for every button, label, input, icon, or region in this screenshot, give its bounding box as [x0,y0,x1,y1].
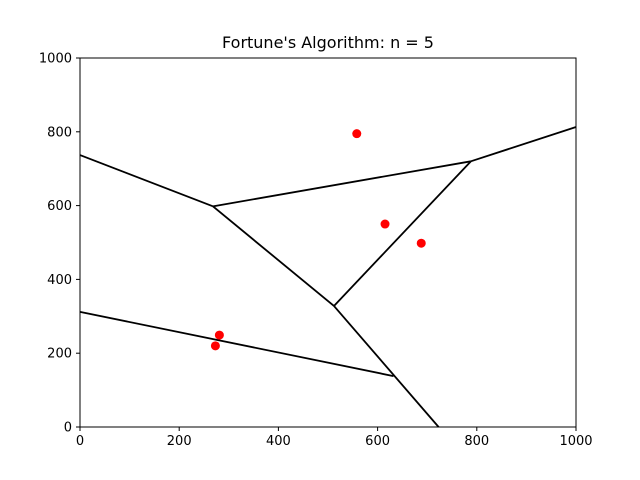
voronoi-edge-4 [333,160,472,307]
x-tick-label-2: 400 [266,434,291,449]
x-tick-label-0: 0 [76,434,84,449]
voronoi-edge-1 [212,160,472,208]
voronoi-edge-0 [79,154,214,208]
plot-frame [79,57,577,428]
y-tick-label-5: 1000 [39,52,72,67]
y-tick-label-2: 400 [47,273,72,288]
voronoi-edge-6 [79,310,394,377]
points-layer [210,129,426,351]
site-point-3 [214,330,224,340]
x-tick-label-5: 1000 [559,434,592,449]
y-tick-label-0: 0 [64,421,72,436]
site-point-1 [380,219,390,229]
site-point-0 [352,129,362,139]
site-point-2 [416,238,426,248]
voronoi-edge-3 [212,205,335,307]
y-tick-label-1: 200 [47,347,72,362]
y-tick-label-4: 800 [47,125,72,140]
voronoi-edge-2 [470,126,577,163]
x-tick-label-3: 600 [365,434,390,449]
site-point-4 [210,341,220,351]
y-tick-label-3: 600 [47,199,72,214]
edges-layer [79,126,577,428]
x-tick-label-1: 200 [167,434,192,449]
x-axis: 0 200 400 600 800 1000 [76,427,593,449]
x-tick-label-4: 800 [464,434,489,449]
chart-title: Fortune's Algorithm: n = 5 [222,33,434,52]
voronoi-edge-5 [333,305,440,428]
y-axis: 0 200 400 600 800 1000 [39,52,80,436]
